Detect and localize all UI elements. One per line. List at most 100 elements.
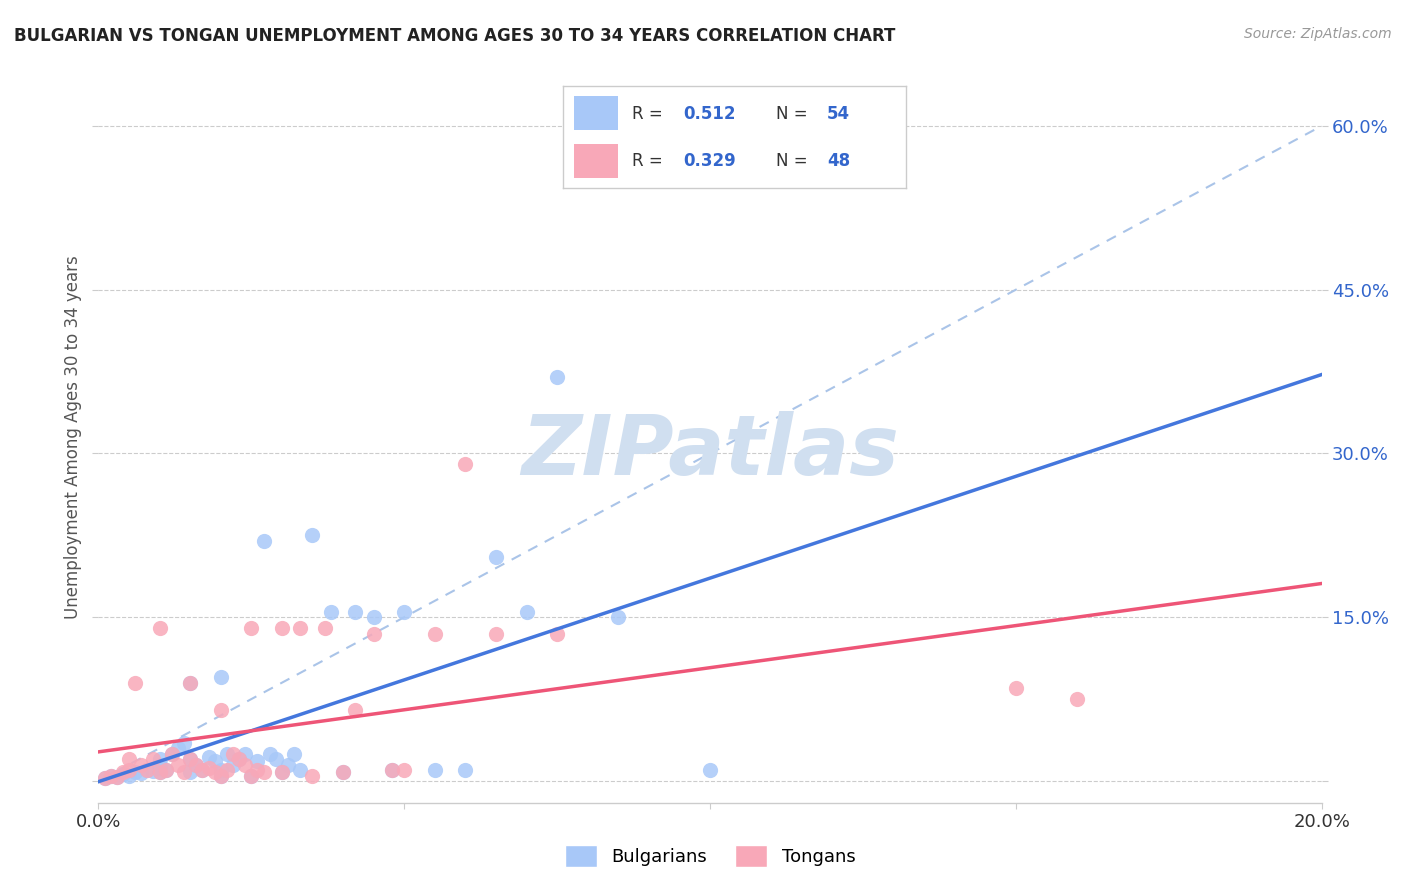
Point bbox=[344, 703, 367, 717]
Text: ZIPatlas: ZIPatlas bbox=[522, 411, 898, 492]
Point bbox=[160, 747, 183, 761]
Point bbox=[319, 605, 342, 619]
Point bbox=[105, 770, 128, 784]
Point bbox=[179, 752, 201, 766]
Point bbox=[179, 675, 201, 690]
Point bbox=[118, 752, 141, 766]
Point bbox=[191, 763, 214, 777]
Point bbox=[277, 757, 299, 772]
Point bbox=[209, 670, 232, 684]
Point bbox=[197, 750, 219, 764]
Point bbox=[209, 768, 232, 782]
Point bbox=[283, 747, 305, 761]
Text: Source: ZipAtlas.com: Source: ZipAtlas.com bbox=[1244, 27, 1392, 41]
Point bbox=[149, 752, 172, 766]
Point bbox=[270, 765, 292, 780]
Point bbox=[100, 768, 122, 782]
Y-axis label: Unemployment Among Ages 30 to 34 years: Unemployment Among Ages 30 to 34 years bbox=[63, 255, 82, 619]
Point bbox=[129, 766, 152, 780]
Point bbox=[233, 747, 256, 761]
Point bbox=[314, 621, 336, 635]
Point bbox=[149, 757, 172, 772]
Point bbox=[228, 752, 250, 766]
Point bbox=[149, 621, 172, 635]
Text: BULGARIAN VS TONGAN UNEMPLOYMENT AMONG AGES 30 TO 34 YEARS CORRELATION CHART: BULGARIAN VS TONGAN UNEMPLOYMENT AMONG A… bbox=[14, 27, 896, 45]
Point bbox=[179, 752, 201, 766]
Point bbox=[270, 621, 292, 635]
Point bbox=[454, 458, 477, 472]
Point bbox=[423, 763, 446, 777]
Point bbox=[607, 610, 630, 624]
Point bbox=[485, 626, 508, 640]
Point bbox=[93, 771, 115, 785]
Point bbox=[252, 765, 274, 780]
Point bbox=[209, 763, 232, 777]
Point bbox=[392, 763, 416, 777]
Point bbox=[155, 763, 177, 777]
Point bbox=[186, 757, 208, 772]
Point bbox=[1066, 692, 1088, 706]
Point bbox=[179, 675, 201, 690]
Point bbox=[136, 763, 159, 777]
Point bbox=[246, 754, 269, 768]
Point bbox=[222, 747, 245, 761]
Point bbox=[381, 763, 404, 777]
Point bbox=[105, 770, 128, 784]
Point bbox=[546, 626, 568, 640]
Point bbox=[142, 752, 165, 766]
Point bbox=[222, 757, 245, 772]
Point bbox=[204, 765, 226, 780]
Point bbox=[546, 370, 568, 384]
Point bbox=[240, 621, 263, 635]
Point bbox=[209, 703, 232, 717]
Point bbox=[179, 765, 201, 780]
Point bbox=[699, 763, 721, 777]
Point bbox=[381, 763, 404, 777]
Point bbox=[173, 736, 195, 750]
Point bbox=[186, 757, 208, 772]
Point bbox=[160, 747, 183, 761]
Point bbox=[264, 752, 287, 766]
Point bbox=[118, 763, 141, 777]
Point bbox=[301, 528, 323, 542]
Point bbox=[129, 757, 152, 772]
Point bbox=[363, 626, 385, 640]
Point bbox=[246, 763, 269, 777]
Point bbox=[124, 765, 146, 780]
Point bbox=[173, 765, 195, 780]
Point bbox=[332, 765, 354, 780]
Point bbox=[270, 765, 292, 780]
Point bbox=[240, 768, 263, 782]
Point bbox=[240, 768, 263, 782]
Point bbox=[332, 765, 354, 780]
Point bbox=[149, 765, 172, 780]
Point bbox=[215, 747, 238, 761]
Point bbox=[204, 754, 226, 768]
Point bbox=[149, 761, 172, 775]
Point bbox=[155, 763, 177, 777]
Point bbox=[136, 763, 159, 777]
Point bbox=[392, 605, 416, 619]
Point bbox=[301, 768, 323, 782]
Point bbox=[191, 763, 214, 777]
Point bbox=[100, 768, 122, 782]
Point bbox=[344, 605, 367, 619]
Point bbox=[252, 533, 274, 548]
Point bbox=[111, 765, 134, 780]
Point bbox=[516, 605, 538, 619]
Point bbox=[228, 752, 250, 766]
Point bbox=[167, 757, 190, 772]
Point bbox=[259, 747, 281, 761]
Point bbox=[485, 550, 508, 565]
Point bbox=[363, 610, 385, 624]
Point bbox=[1004, 681, 1026, 695]
Point bbox=[118, 768, 141, 782]
Point bbox=[215, 763, 238, 777]
Point bbox=[233, 757, 256, 772]
Point bbox=[149, 765, 172, 780]
Point bbox=[423, 626, 446, 640]
Point bbox=[93, 771, 115, 785]
Point bbox=[209, 768, 232, 782]
Point bbox=[290, 763, 312, 777]
Legend: Bulgarians, Tongans: Bulgarians, Tongans bbox=[565, 845, 855, 867]
